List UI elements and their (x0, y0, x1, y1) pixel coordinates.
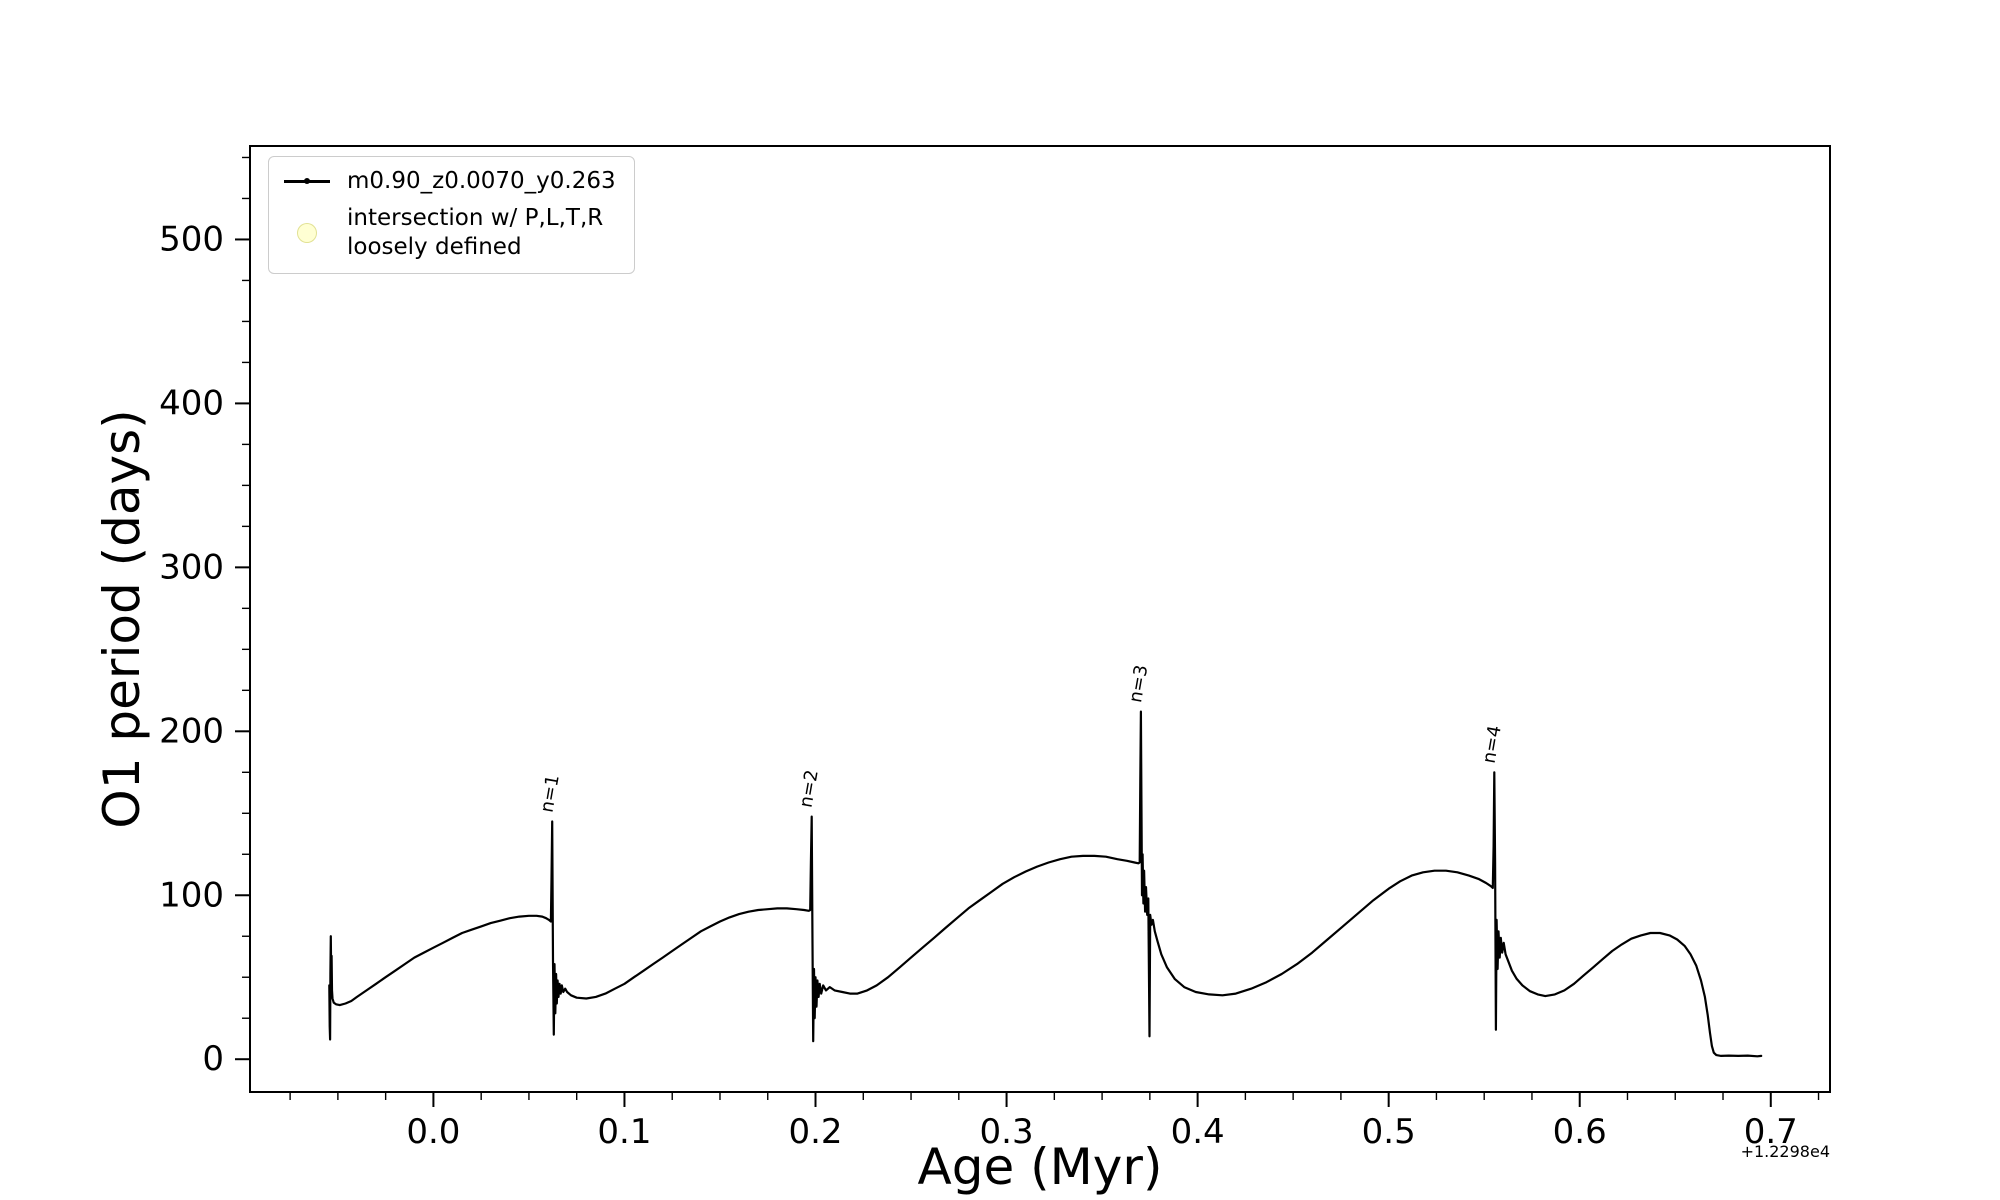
annotation-label: n=2 (796, 768, 823, 809)
y-tick-label: 0 (202, 1039, 224, 1079)
annotation-label: n=1 (536, 773, 563, 814)
legend-row-series: m0.90_z0.0070_y0.263 (283, 167, 616, 196)
line-marker-slot (283, 178, 331, 185)
y-axis-label: O1 period (days) (93, 409, 151, 829)
x-tick-label: 0.7 (1744, 1112, 1798, 1152)
x-tick-label: 0.2 (788, 1112, 842, 1152)
legend-series-label: m0.90_z0.0070_y0.263 (347, 168, 616, 194)
line-marker-icon (284, 178, 330, 185)
data-curve (328, 710, 1763, 1058)
y-tick-label: 400 (159, 383, 224, 423)
annotation-label: n=3 (1125, 663, 1152, 704)
x-tick-label: 0.0 (406, 1112, 460, 1152)
legend-row-intersection: intersection w/ P,L,T,R loosely defined (283, 204, 616, 262)
x-axis-label: Age (Myr) (917, 1138, 1163, 1196)
x-tick-label: 0.5 (1362, 1112, 1416, 1152)
x-tick-label: 0.4 (1171, 1112, 1225, 1152)
y-tick-label: 200 (159, 711, 224, 751)
y-tick-label: 100 (159, 875, 224, 915)
y-tick-label: 300 (159, 547, 224, 587)
dot-marker-icon (304, 178, 310, 185)
axes-frame (249, 145, 1831, 1093)
x-tick-label: 0.3 (980, 1112, 1034, 1152)
y-tick-label: 500 (159, 219, 224, 259)
x-tick-label: 0.1 (597, 1112, 651, 1152)
circle-marker-slot (283, 222, 331, 243)
intersection-circle-marker-icon (297, 222, 317, 243)
x-tick-label: 0.6 (1553, 1112, 1607, 1152)
legend: m0.90_z0.0070_y0.263 intersection w/ P,L… (268, 156, 635, 275)
x-axis-offset-text: +1.2298e4 (1740, 1142, 1830, 1161)
annotation-label: n=4 (1479, 724, 1506, 765)
legend-intersection-label: intersection w/ P,L,T,R loosely defined (347, 204, 604, 260)
